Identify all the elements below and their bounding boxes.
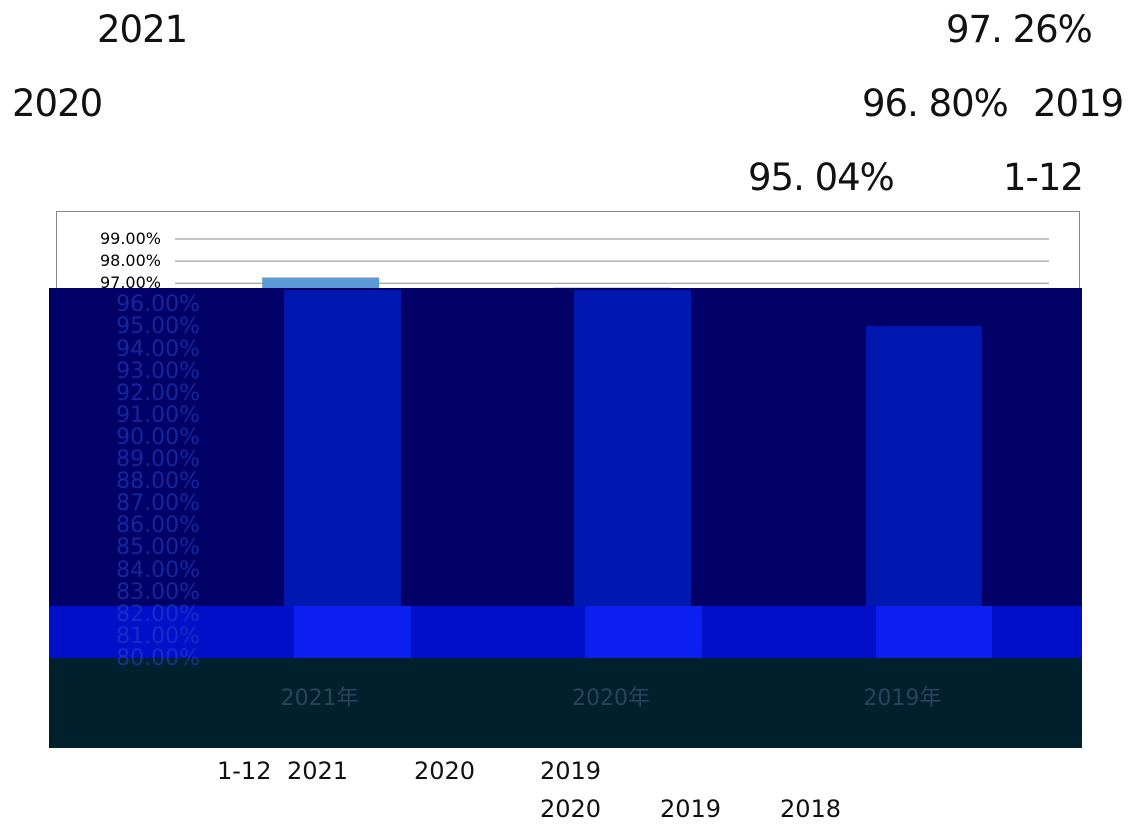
ghost-x-label: 2019年 [863, 686, 942, 711]
line1-percent: 97. 26% [946, 8, 1093, 51]
glitch-overlay-bar-2 [574, 290, 691, 606]
caption-year-2020: 2020 [414, 757, 476, 785]
caption-year-2019: 2019 [540, 757, 602, 785]
line2-percent: 96. 80% [862, 82, 1009, 125]
ghost-y-tick-label: 94.00% [116, 336, 200, 362]
ghost-y-tick-label: 90.00% [116, 424, 200, 450]
line2-year: 2020 [12, 82, 103, 125]
ghost-y-tick-label: 89.00% [116, 447, 200, 473]
glitch-overlay-band-bar-2 [585, 606, 702, 658]
ghost-y-tick-label: 88.00% [116, 469, 200, 495]
ghost-y-tick-label: 96.00% [116, 292, 200, 318]
line3-percent: 95. 04% [748, 156, 895, 199]
ghost-y-tick-label: 84.00% [116, 557, 200, 583]
ghost-y-tick-label: 85.00% [116, 535, 200, 561]
ghost-y-tick-label: 93.00% [116, 358, 200, 384]
caption-month-range: 1-12 [217, 757, 272, 785]
ghost-y-tick-label: 92.00% [116, 380, 200, 406]
ghost-y-tick-label: 86.00% [116, 513, 200, 539]
y-tick-label: 99.00% [100, 229, 161, 248]
ghost-x-label: 2020年 [572, 686, 650, 711]
ghost-y-tick-label: 80.00% [116, 646, 200, 671]
ghost-y-tick-label: 91.00% [116, 402, 200, 428]
y-tick-label: 98.00% [100, 251, 161, 270]
line3-month-range: 1-12 [1003, 156, 1084, 199]
ghost-y-tick-label: 83.00% [116, 579, 200, 605]
ghost-y-tick-label: 81.00% [116, 623, 200, 649]
caption2-year-2019: 2019 [660, 795, 722, 823]
glitch-overlay-bottom [49, 658, 1082, 748]
glitch-overlay-bar-3 [866, 326, 982, 606]
line2-year-right: 2019 [1033, 82, 1124, 125]
glitch-overlay-band-bar-3 [876, 606, 992, 658]
ghost-x-label: 2021年 [280, 686, 359, 711]
caption-year-2021: 2021 [287, 757, 349, 785]
ghost-y-tick-label: 95.00% [116, 314, 200, 340]
caption2-year-2018: 2018 [780, 795, 842, 823]
y-tick-label: 97.00% [100, 273, 161, 292]
line1-year: 2021 [97, 8, 188, 51]
glitch-overlay-bar-1 [284, 290, 401, 606]
ghost-tick-labels: 96.00% 95.00% 94.00% 93.00% 92.00% 91.00% 90.0… [80, 0, 200, 827]
ghost-y-tick-label: 82.00% [116, 601, 200, 627]
glitch-overlay-band-bar-1 [294, 606, 411, 658]
caption2-year-2020: 2020 [540, 795, 602, 823]
ghost-y-tick-label: 87.00% [116, 491, 200, 517]
